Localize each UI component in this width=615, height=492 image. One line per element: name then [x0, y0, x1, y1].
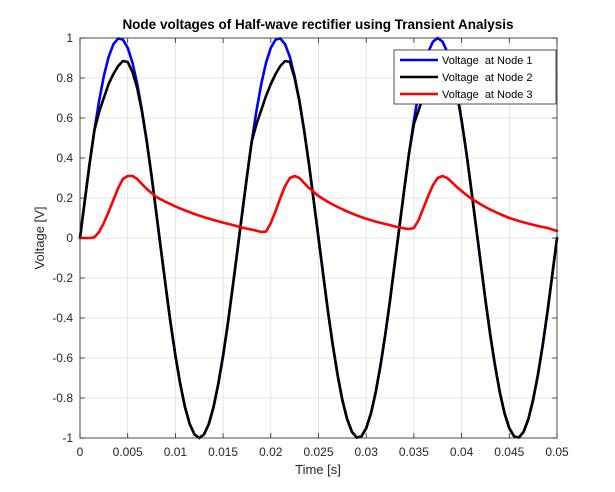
x-axis: 0 0.005 0.01 0.015 0.02 0.025 0.03 0.035 0.04 0.0…	[77, 38, 569, 459]
x-tick-label: 0.02	[259, 445, 283, 459]
x-tick-label: 0.035	[399, 445, 429, 459]
legend-label-3: Voltage at Node 3	[442, 89, 533, 101]
y-tick-label: -0.8	[52, 391, 73, 405]
legend: Voltage at Node 1 Voltage at Node 2 Voltag…	[393, 49, 557, 105]
x-tick-label: 0.05	[545, 445, 569, 459]
y-tick-label: -0.2	[52, 271, 73, 285]
y-tick-label: 0.8	[56, 71, 73, 85]
y-axis: -1 -0.8 -0.6 -0.4 -0.2 0 0.2 0.4 0.6 0.8 1	[52, 31, 557, 445]
y-tick-label: 1	[66, 31, 73, 45]
x-tick-label: 0.03	[355, 445, 379, 459]
y-axis-label: Voltage [V]	[32, 207, 47, 270]
series-layer	[78, 36, 559, 440]
y-tick-label: 0.6	[56, 111, 73, 125]
x-tick-label: 0.04	[450, 445, 474, 459]
y-tick-label: -1	[62, 431, 73, 445]
x-axis-label: Time [s]	[295, 462, 341, 477]
x-tick-label: 0.045	[494, 445, 524, 459]
y-tick-label: -0.4	[52, 311, 73, 325]
y-tick-label: 0	[66, 231, 73, 245]
y-tick-label: 0.4	[56, 151, 73, 165]
series-line-2	[78, 59, 559, 440]
x-tick-label: 0	[77, 445, 84, 459]
x-tick-label: 0.015	[208, 445, 238, 459]
chart-title: Node voltages of Half-wave rectifier usi…	[122, 17, 513, 32]
y-tick-label: 0.2	[56, 191, 73, 205]
series-line-3	[78, 174, 559, 240]
y-tick-label: -0.6	[52, 351, 73, 365]
legend-label-1: Voltage at Node 1	[442, 55, 533, 67]
legend-label-2: Voltage at Node 2	[442, 72, 533, 84]
x-tick-label: 0.01	[164, 445, 188, 459]
x-tick-label: 0.025	[303, 445, 333, 459]
x-tick-label: 0.005	[113, 445, 143, 459]
